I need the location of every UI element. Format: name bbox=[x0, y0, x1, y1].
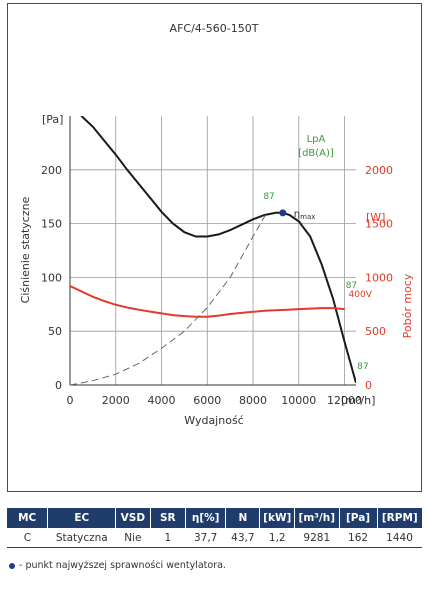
y2-tick-label: 500 bbox=[365, 325, 386, 338]
header-eta: η[%] bbox=[185, 508, 227, 528]
cell-mc: C bbox=[7, 528, 48, 548]
cell-rpm: 1440 bbox=[377, 528, 422, 548]
y-axis-label: Ciśnienie statyczne bbox=[19, 196, 32, 303]
x-tick-label: 0 bbox=[67, 394, 74, 407]
header-kw: [kW] bbox=[259, 508, 296, 528]
cell-flow: 9281 bbox=[294, 528, 340, 548]
x-tick-label: 10000 bbox=[281, 394, 316, 407]
y-tick-label: 200 bbox=[41, 164, 62, 177]
y-tick-label: 100 bbox=[41, 271, 62, 284]
header-sr: SR bbox=[150, 508, 187, 528]
cell-pa: 162 bbox=[339, 528, 378, 548]
grid bbox=[69, 116, 356, 386]
cell-kw: 1,2 bbox=[259, 528, 295, 548]
header-n: N bbox=[225, 508, 261, 528]
series bbox=[70, 116, 356, 386]
cell-eta: 37,7 bbox=[185, 528, 226, 548]
series-label: 400V bbox=[349, 290, 373, 300]
max-efficiency-label: ηmax bbox=[294, 209, 316, 221]
header-vsd: VSD bbox=[115, 508, 151, 528]
sound-annotation: 87 bbox=[263, 192, 274, 202]
series-line-0 bbox=[80, 116, 356, 384]
series-line-2 bbox=[70, 212, 268, 386]
chart-title: AFC/4-560-150T bbox=[170, 22, 259, 35]
sound-annotation: 87 bbox=[346, 281, 357, 291]
footnote: - punkt najwyższej sprawności wentylator… bbox=[9, 560, 226, 571]
y2-tick-label: 0 bbox=[365, 379, 372, 392]
max-efficiency-point bbox=[279, 209, 287, 217]
spec-table: MC EC VSD SR η[%] N [kW] [m³/h] [Pa] [RP… bbox=[7, 508, 422, 548]
header-rpm: [RPM] bbox=[377, 508, 422, 528]
table-row: C Statyczna Nie 1 37,7 43,7 1,2 9281 162… bbox=[7, 528, 422, 548]
cell-ec: Statyczna bbox=[47, 528, 116, 548]
x-tick-label: 6000 bbox=[193, 394, 221, 407]
header-ec: EC bbox=[47, 508, 117, 528]
sound-annotation: 87 bbox=[357, 362, 368, 372]
header-mc: MC bbox=[7, 508, 49, 528]
x-tick-label: 4000 bbox=[148, 394, 176, 407]
footnote-text: - punkt najwyższej sprawności wentylator… bbox=[19, 560, 226, 571]
annotations: 400V ηmax 87 87 87 bbox=[263, 192, 372, 372]
header-flow: [m³/h] bbox=[294, 508, 340, 528]
y2-tick-label: 1500 bbox=[365, 218, 393, 231]
y2-axis-label: Pobór mocy bbox=[401, 273, 414, 338]
y-tick-label: 0 bbox=[55, 379, 62, 392]
x-tick-label: 2000 bbox=[102, 394, 130, 407]
sound-level-label: LpA bbox=[307, 134, 326, 145]
x-unit-label: [m³/h] bbox=[341, 394, 375, 407]
cell-vsd: Nie bbox=[115, 528, 151, 548]
series-line-1 bbox=[70, 285, 345, 318]
fan-performance-chart: AFC/4-560-150T 0 2000 4000 6000 8000 10000 120… bbox=[19, 22, 414, 427]
cell-sr: 1 bbox=[150, 528, 186, 548]
y-unit-label: [Pa] bbox=[42, 113, 63, 126]
sound-unit-label: [dB(A)] bbox=[298, 148, 334, 159]
y-tick-label: 150 bbox=[41, 218, 62, 231]
y2-tick-label: 1000 bbox=[365, 271, 393, 284]
x-tick-label: 8000 bbox=[239, 394, 267, 407]
y2-tick-label: 2000 bbox=[365, 164, 393, 177]
cell-n: 43,7 bbox=[225, 528, 260, 548]
header-pa: [Pa] bbox=[339, 508, 378, 528]
y-tick-label: 50 bbox=[48, 325, 62, 338]
max-efficiency-dot-icon bbox=[9, 562, 15, 569]
chart-frame bbox=[7, 3, 422, 492]
x-tick-label: 12000 bbox=[327, 394, 362, 407]
table-header-row: MC EC VSD SR η[%] N [kW] [m³/h] [Pa] [RP… bbox=[7, 508, 422, 528]
y2-unit-label: [W] bbox=[366, 211, 385, 224]
x-axis-label: Wydajność bbox=[184, 414, 243, 427]
tick-labels: 0 2000 4000 6000 8000 10000 120000501001502000… bbox=[41, 164, 393, 407]
